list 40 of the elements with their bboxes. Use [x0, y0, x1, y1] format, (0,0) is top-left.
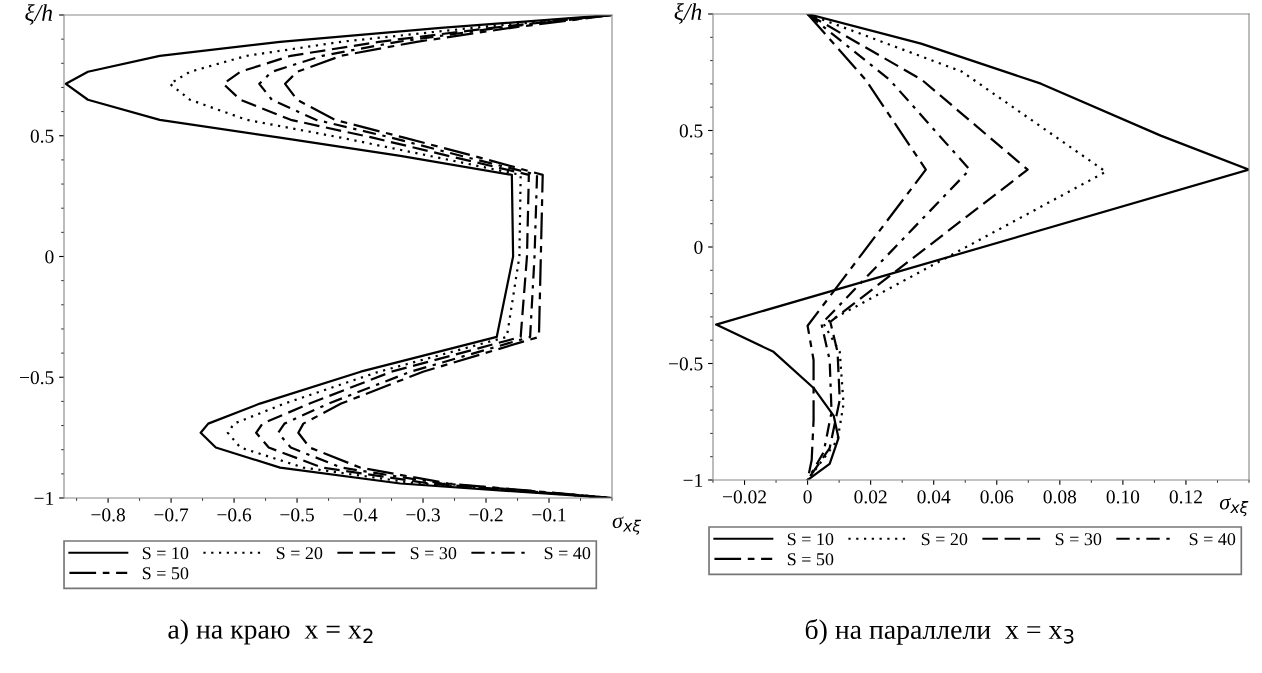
- legend-label: S = 50: [787, 553, 834, 566]
- legend-label: S = 10: [142, 547, 189, 560]
- x-tick-label: −0.6: [217, 508, 252, 522]
- x-tick-label: −0.7: [154, 508, 189, 522]
- y-tick-label: −0.5: [668, 357, 703, 371]
- y-axis-title: ξ/h: [674, 3, 702, 24]
- x-tick-label: −0.3: [406, 508, 440, 522]
- x-tick-label: 0.02: [854, 490, 887, 504]
- x-axis-title: σ$_{xξ}$: [1219, 497, 1249, 517]
- legend-label: S = 10: [787, 533, 834, 546]
- legend-label: S = 40: [544, 547, 591, 560]
- y-tick-label: 0.5: [30, 129, 54, 143]
- legend-label: S = 30: [1055, 533, 1102, 546]
- x-tick-label: 0.04: [917, 490, 951, 504]
- y-tick-label: −1: [683, 473, 703, 487]
- legend-label: S = 30: [410, 547, 457, 560]
- y-tick-label: 0: [694, 240, 703, 254]
- y-axis-title: ξ/h: [25, 4, 53, 25]
- x-tick-label: −0.5: [280, 508, 314, 522]
- x-tick-label: 0.10: [1106, 490, 1140, 504]
- x-tick-label: −0.2: [469, 508, 503, 522]
- text: а) на краю x = x$_{2}$: [168, 619, 373, 645]
- legend-label: S = 20: [276, 547, 323, 560]
- y-tick-label: 0: [45, 250, 54, 264]
- legend-label: S = 20: [921, 533, 968, 546]
- text: б) на параллели x = x$_{3}$: [805, 618, 1074, 645]
- x-axis-title: σ$_{xξ}$: [612, 516, 642, 535]
- x-tick-label: −0.8: [91, 508, 125, 522]
- y-tick-label: −1: [34, 491, 54, 505]
- y-tick-label: 0.5: [679, 124, 703, 138]
- legend-label: S = 40: [1189, 533, 1236, 546]
- y-tick-label: −0.5: [19, 371, 54, 385]
- x-tick-label: 0.08: [1043, 490, 1077, 504]
- x-tick-label: −0.4: [343, 508, 378, 522]
- x-tick-label: 0.12: [1169, 490, 1202, 504]
- x-tick-label: 0.06: [980, 490, 1014, 504]
- x-tick-label: 0: [803, 490, 812, 504]
- x-tick-label: −0.02: [723, 490, 766, 504]
- legend-label: S = 50: [142, 567, 189, 580]
- x-tick-label: −0.1: [532, 508, 566, 522]
